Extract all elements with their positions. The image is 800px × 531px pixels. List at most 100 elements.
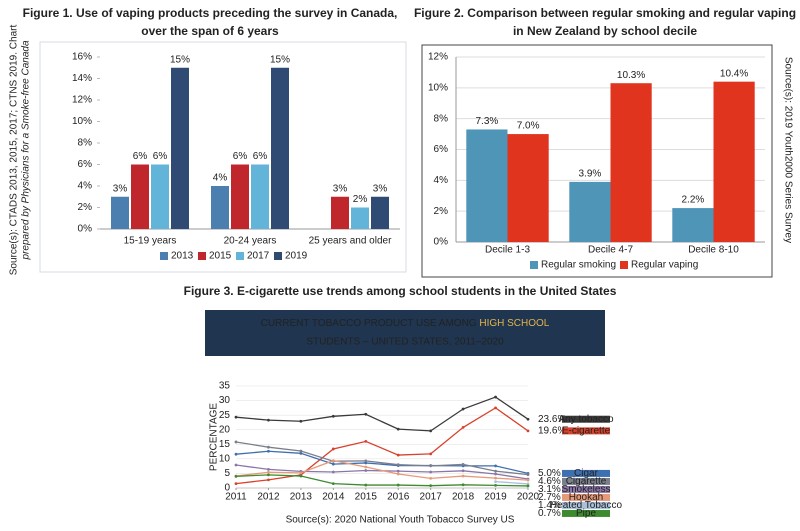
point bbox=[234, 482, 238, 486]
legend-swatch bbox=[236, 252, 244, 260]
y-tick-label: 4% bbox=[434, 175, 449, 186]
legend-swatch bbox=[160, 252, 168, 260]
bar bbox=[371, 196, 389, 229]
x-tick-label: 2018 bbox=[452, 492, 475, 503]
x-tick-label: 2020 bbox=[517, 492, 540, 503]
point bbox=[364, 469, 368, 472]
line bbox=[235, 396, 529, 432]
point bbox=[267, 449, 270, 453]
x-tick-label: Decile 8-10 bbox=[688, 245, 739, 256]
legend-label: Heated Tobacco bbox=[550, 500, 623, 511]
y-axis-label: PERCENTAGE bbox=[209, 403, 220, 471]
x-tick-label: 2012 bbox=[257, 492, 280, 503]
point bbox=[364, 465, 368, 469]
point bbox=[267, 478, 270, 482]
series-tag bbox=[562, 501, 610, 509]
legend-label: 2017 bbox=[247, 251, 270, 262]
bar bbox=[331, 196, 349, 229]
bar bbox=[131, 164, 149, 229]
y-tick-label: 2% bbox=[78, 202, 93, 213]
y-tick-label: 5 bbox=[224, 468, 230, 479]
bar bbox=[672, 208, 714, 242]
data-label: 3% bbox=[373, 183, 388, 194]
point bbox=[494, 480, 497, 483]
legend-swatch bbox=[530, 261, 538, 269]
data-label: 15% bbox=[270, 54, 290, 65]
point bbox=[267, 473, 270, 477]
point bbox=[364, 483, 368, 487]
x-tick-label: Decile 4-7 bbox=[588, 245, 633, 256]
point bbox=[331, 482, 335, 486]
point bbox=[396, 469, 400, 473]
y-tick-label: 35 bbox=[219, 381, 231, 392]
x-tick-label: 2017 bbox=[420, 492, 443, 503]
y-tick-label: 4% bbox=[78, 181, 93, 192]
x-tick-label: 2014 bbox=[322, 492, 345, 503]
x-tick-label: 25 years and older bbox=[309, 236, 393, 247]
point bbox=[526, 417, 530, 421]
data-label: 6% bbox=[233, 151, 248, 162]
bar bbox=[211, 186, 229, 229]
point bbox=[234, 440, 238, 444]
y-tick-label: 12% bbox=[72, 95, 92, 106]
series-tag bbox=[562, 493, 610, 501]
point bbox=[526, 484, 530, 488]
data-label: 7.3% bbox=[476, 116, 499, 127]
bar bbox=[507, 134, 549, 242]
series-tag bbox=[562, 485, 610, 493]
point bbox=[429, 452, 433, 456]
bar bbox=[569, 181, 611, 242]
point bbox=[267, 418, 270, 422]
y-tick-label: 20 bbox=[219, 424, 231, 435]
point bbox=[331, 447, 335, 451]
series-tag bbox=[562, 415, 610, 423]
end-label: 5.0% bbox=[538, 468, 561, 479]
legend-label: 2013 bbox=[171, 251, 194, 262]
y-tick-label: 16% bbox=[72, 52, 92, 63]
banner-line: STUDENTS – UNITED STATES, 2011–2020 bbox=[306, 337, 504, 348]
point bbox=[234, 463, 238, 467]
point bbox=[494, 406, 497, 410]
legend-label: Regular vaping bbox=[631, 260, 698, 271]
legend-label: Cigarette bbox=[566, 476, 607, 487]
line bbox=[235, 459, 529, 481]
point bbox=[396, 483, 400, 487]
point bbox=[299, 419, 303, 423]
point bbox=[267, 470, 270, 474]
bar bbox=[111, 196, 129, 229]
point bbox=[299, 471, 303, 475]
line bbox=[235, 450, 529, 475]
data-label: 2.2% bbox=[682, 195, 705, 206]
line bbox=[235, 407, 529, 485]
point bbox=[461, 483, 465, 487]
point bbox=[267, 445, 270, 449]
y-tick-label: 12% bbox=[428, 52, 448, 63]
point bbox=[364, 439, 368, 443]
x-tick-label: 20-24 years bbox=[224, 236, 277, 247]
legend-label: Smokeless bbox=[562, 484, 611, 495]
series-tag bbox=[562, 477, 610, 485]
data-label: 2% bbox=[353, 194, 368, 205]
x-tick-label: 2016 bbox=[387, 492, 410, 503]
point bbox=[299, 451, 303, 455]
y-tick-label: 10 bbox=[219, 453, 231, 464]
legend-label: Any tobacco bbox=[558, 414, 613, 425]
chart-title: Figure 1. Use of vaping products precedi… bbox=[23, 6, 398, 20]
point bbox=[396, 427, 400, 431]
point bbox=[461, 407, 465, 411]
banner-text: CURRENT TOBACCO PRODUCT USE AMONG bbox=[261, 318, 480, 329]
point bbox=[396, 472, 400, 476]
point bbox=[331, 459, 335, 463]
bar bbox=[713, 81, 755, 243]
point bbox=[429, 476, 433, 480]
chart-title: over the span of 6 years bbox=[141, 24, 279, 38]
point bbox=[331, 462, 335, 466]
banner-highlight: HIGH SCHOOL bbox=[479, 318, 549, 329]
y-tick-label: 14% bbox=[72, 73, 92, 84]
y-tick-label: 30 bbox=[219, 395, 231, 406]
bar bbox=[151, 164, 169, 229]
y-tick-label: 10% bbox=[428, 82, 448, 93]
point bbox=[429, 484, 433, 488]
bar bbox=[271, 67, 289, 229]
point bbox=[331, 414, 335, 418]
